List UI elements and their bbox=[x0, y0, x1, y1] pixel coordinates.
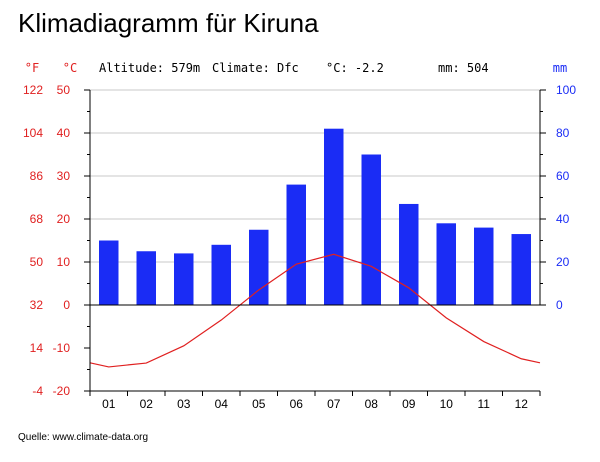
precipitation-bar bbox=[361, 154, 381, 305]
precipitation-bar bbox=[211, 244, 231, 305]
mm-tick-label: 80 bbox=[556, 126, 570, 140]
precipitation-bar bbox=[511, 234, 531, 305]
source-note: Quelle: www.climate-data.org bbox=[18, 432, 149, 443]
celsius-tick-label: -20 bbox=[53, 384, 71, 398]
month-label: 02 bbox=[140, 397, 154, 411]
climate-stat: Climate: Dfc bbox=[212, 61, 299, 75]
precipitation-bars bbox=[99, 128, 531, 305]
temperature-line bbox=[89, 253, 541, 368]
celsius-tick-label: 30 bbox=[57, 169, 71, 183]
axes: 5012240104308620681050032-1014-20-410080… bbox=[23, 83, 576, 411]
precipitation-bar bbox=[324, 128, 344, 305]
mm-tick-label: 100 bbox=[556, 83, 576, 97]
fahrenheit-tick-label: 122 bbox=[23, 83, 43, 97]
month-label: 03 bbox=[177, 397, 191, 411]
avg-temp-stat: °C: -2.2 bbox=[326, 61, 384, 75]
precipitation-bar bbox=[249, 229, 269, 305]
mm-tick-label: 40 bbox=[556, 212, 570, 226]
fahrenheit-tick-label: 68 bbox=[30, 212, 44, 226]
month-label: 12 bbox=[515, 397, 529, 411]
fahrenheit-tick-label: 86 bbox=[30, 169, 44, 183]
fahrenheit-tick-label: 14 bbox=[30, 341, 44, 355]
month-label: 10 bbox=[440, 397, 454, 411]
celsius-tick-label: 20 bbox=[57, 212, 71, 226]
celsius-tick-label: 50 bbox=[57, 83, 71, 97]
celsius-tick-label: 40 bbox=[57, 126, 71, 140]
precipitation-bar bbox=[99, 240, 119, 305]
precipitation-bar bbox=[436, 223, 456, 305]
mm-axis-label: mm bbox=[553, 61, 567, 75]
celsius-tick-label: 10 bbox=[57, 255, 71, 269]
precipitation-bar bbox=[174, 253, 194, 305]
temperature-line-path bbox=[89, 253, 541, 368]
precip-stat: mm: 504 bbox=[438, 61, 489, 75]
mm-tick-label: 20 bbox=[556, 255, 570, 269]
celsius-tick-label: 0 bbox=[63, 298, 70, 312]
month-label: 04 bbox=[215, 397, 229, 411]
precipitation-bar bbox=[399, 203, 419, 305]
precipitation-bar bbox=[136, 251, 156, 305]
month-label: 07 bbox=[327, 397, 341, 411]
fahrenheit-tick-label: 32 bbox=[30, 298, 44, 312]
month-label: 05 bbox=[252, 397, 266, 411]
precipitation-bar bbox=[286, 184, 306, 305]
grid bbox=[90, 89, 540, 263]
fahrenheit-tick-label: 50 bbox=[30, 255, 44, 269]
month-label: 09 bbox=[402, 397, 416, 411]
fahrenheit-tick-label: -4 bbox=[32, 384, 43, 398]
month-label: 08 bbox=[365, 397, 379, 411]
mm-tick-label: 0 bbox=[556, 298, 563, 312]
precipitation-bar bbox=[474, 227, 494, 305]
fahrenheit-axis-label: °F bbox=[25, 61, 39, 75]
chart-title: Klimadiagramm für Kiruna bbox=[18, 8, 319, 38]
month-label: 11 bbox=[478, 397, 491, 411]
mm-tick-label: 60 bbox=[556, 169, 570, 183]
month-label: 06 bbox=[290, 397, 304, 411]
fahrenheit-tick-label: 104 bbox=[23, 126, 43, 140]
altitude-stat: Altitude: 579m bbox=[99, 61, 200, 75]
month-label: 01 bbox=[102, 397, 116, 411]
celsius-tick-label: -10 bbox=[53, 341, 71, 355]
celsius-axis-label: °C bbox=[63, 61, 77, 75]
